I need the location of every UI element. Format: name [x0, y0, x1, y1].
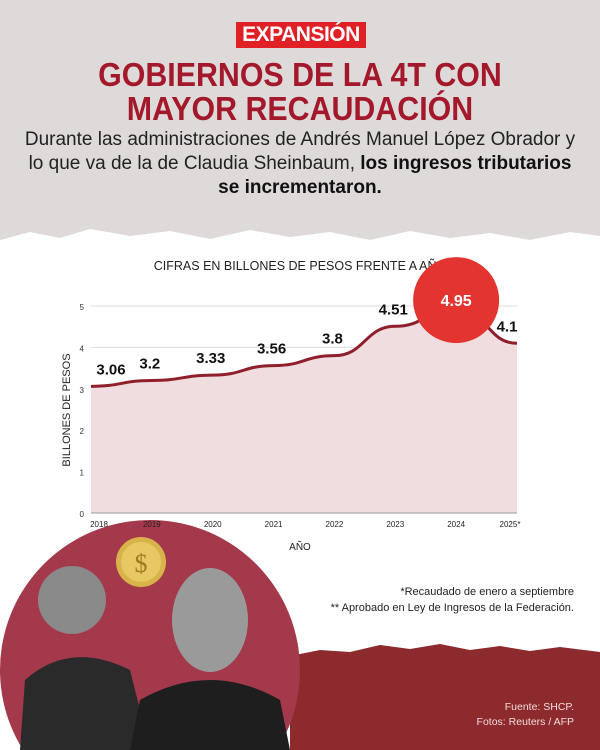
- data-label: 3.2: [139, 356, 160, 373]
- subtitle-text: Durante las administraciones de Andrés M…: [24, 129, 576, 174]
- source: Fuente: SHCP.: [504, 701, 574, 713]
- data-label: 4.1: [497, 318, 518, 335]
- data-label: 4.51: [379, 301, 408, 318]
- bottom-band: [290, 644, 600, 750]
- coin-icon: $: [116, 537, 166, 587]
- y-tick-label: 4: [80, 344, 85, 353]
- page-title: GOBIERNOS DE LA 4T CON MAYOR RECAUDACIÓN: [24, 58, 576, 126]
- chart-title: CIFRAS EN BILLONES DE PESOS FRENTE A AÑO: [154, 259, 447, 273]
- highlight-bubble: [413, 257, 500, 344]
- area-fill: [91, 308, 517, 513]
- subtitle-bold: los ingresos tributarios se incrementaro…: [218, 153, 572, 198]
- data-label: 3.33: [196, 350, 225, 367]
- person-right: [130, 568, 290, 750]
- title-line: MAYOR RECAUDACIÓN: [126, 90, 474, 127]
- x-tick-label: 2018: [90, 520, 108, 529]
- data-label: 4.95: [441, 293, 472, 310]
- x-tick-label: 2025*: [500, 520, 521, 529]
- x-tick-label: 2021: [265, 520, 283, 529]
- torn-edge: [0, 229, 600, 260]
- y-tick-label: 1: [80, 469, 85, 478]
- x-tick-label: 2019: [143, 520, 161, 529]
- x-tick-label: 2024: [447, 520, 465, 529]
- x-tick-label: 2020: [204, 520, 222, 529]
- title-line: GOBIERNOS DE LA 4T CON: [98, 56, 502, 93]
- y-axis-label: BILLONES DE PESOS: [61, 353, 73, 466]
- y-tick-label: 5: [80, 303, 85, 312]
- note-2: ** Aprobado en Ley de Ingresos de la Fed…: [330, 602, 574, 614]
- photo-credit: Fotos: Reuters / AFP: [476, 716, 574, 728]
- x-tick-label: 2022: [326, 520, 344, 529]
- svg-text:$: $: [135, 549, 148, 578]
- subtitle: Durante las administraciones de Andrés M…: [20, 128, 580, 200]
- x-tick-label: 2023: [386, 520, 404, 529]
- x-axis-label: AÑO: [289, 540, 311, 553]
- data-label: 3.06: [96, 361, 125, 378]
- data-label: 3.56: [257, 341, 286, 358]
- person-left: [20, 566, 150, 750]
- y-tick-label: 2: [80, 427, 85, 436]
- y-tick-label: 0: [80, 510, 85, 519]
- data-label: 3.8: [322, 331, 343, 348]
- note-1: *Recaudado de enero a septiembre: [400, 586, 574, 598]
- y-tick-label: 3: [80, 386, 85, 395]
- brand-logo: EXPANSIÓN: [236, 22, 366, 48]
